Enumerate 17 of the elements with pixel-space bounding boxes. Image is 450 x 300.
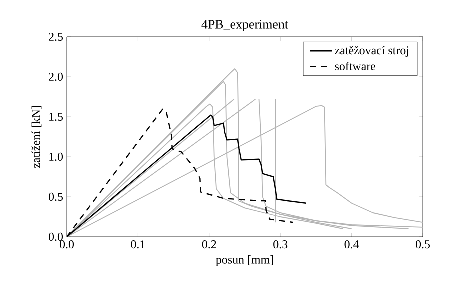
y-tick-label: 2.0 — [49, 72, 64, 82]
x-axis-title: posun [mm] — [216, 255, 274, 266]
x-tick-label: 0.1 — [131, 240, 145, 249]
legend-label: software — [335, 62, 376, 71]
y-tick-label: 2.5 — [49, 32, 64, 42]
legend-label: zatěžovací stroj — [335, 46, 408, 58]
x-tick-label: 0.2 — [202, 240, 216, 249]
y-tick-label: 0.0 — [48, 232, 64, 242]
x-tick-label: 0.3 — [274, 240, 288, 249]
y-tick-label: 1.0 — [50, 152, 64, 162]
x-tick-label: 0.4 — [344, 240, 360, 249]
y-tick-label: 1.5 — [50, 112, 64, 122]
y-axis-title: zatížení [kN] — [32, 106, 42, 168]
x-tick-label: 0.5 — [416, 240, 430, 249]
y-tick-label: 0.5 — [48, 192, 64, 202]
x-tick-label: 0.0 — [60, 240, 74, 249]
chart-title: 4PB_experiment — [202, 20, 288, 32]
